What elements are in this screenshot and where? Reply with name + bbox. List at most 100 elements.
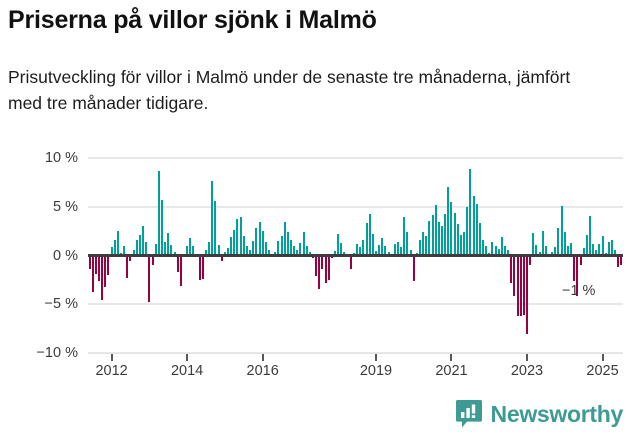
bar [129,255,132,262]
bar [179,255,182,286]
x-tick [186,354,189,361]
bar [151,255,154,266]
bar [170,244,173,256]
bar [98,255,100,281]
bar [403,216,406,256]
y-tick-label: 5 % [53,198,78,215]
x-tick-label: 2025 [586,363,619,379]
bar [107,255,110,275]
bar [94,255,97,275]
gridline [88,205,623,208]
bar [466,206,469,256]
bar [255,228,258,256]
bar [585,235,588,256]
bar-series [88,158,623,353]
last-value-annotation: −1 % [562,283,596,299]
y-axis-labels: 10 % 5 % 0 % −5 % −10 % [0,150,78,361]
bar [142,226,145,256]
bar [176,255,179,273]
bar [400,246,403,256]
bar [217,244,220,256]
gridline [88,157,623,159]
bar-chart-speech-bubble-icon [455,399,483,429]
y-tick-label: 0 % [53,247,78,264]
bar [123,245,126,256]
bar-chart: 10 % 5 % 0 % −5 % −10 % 2012 2014 2016 2019 2021… [0,150,631,390]
bar [387,251,390,256]
bar [371,234,374,256]
bar [450,201,453,256]
bar [573,255,576,281]
bar [503,245,506,256]
bar [299,242,302,256]
bar [337,234,340,256]
bar [198,255,201,280]
bar [519,255,522,316]
page-subtitle: Prisutveckling för villor i Malmö under … [8,67,571,113]
bar [563,232,566,256]
bar [532,233,535,256]
bar [409,249,412,256]
bar [538,251,541,256]
bar [283,222,286,256]
x-tick [601,354,604,361]
bar [324,255,327,283]
x-tick-label: 2023 [510,363,544,379]
bar [277,240,280,256]
x-tick [110,354,113,361]
bar [478,223,481,256]
bar [422,232,425,256]
bar [308,251,311,256]
bar [132,249,135,256]
bar [343,251,346,256]
bar [381,237,384,256]
bar [513,255,516,297]
bar [425,236,428,256]
bar [500,236,503,256]
bar [223,251,226,256]
bar [535,244,538,256]
bar [164,241,167,256]
bar [208,241,211,256]
bar [551,251,554,256]
bar [167,233,170,256]
bar [428,221,431,256]
bar [431,214,434,256]
bar [192,245,195,256]
bar [582,247,585,256]
bar [327,255,330,280]
bar [126,255,129,278]
bar [186,245,189,256]
bar [557,228,560,256]
bar [374,250,377,256]
bar [516,255,519,316]
bar [280,236,283,256]
bar [365,223,368,256]
bar [214,200,217,256]
bar [444,213,447,256]
bar [541,231,544,256]
bar [472,196,475,256]
bar [614,249,617,256]
x-tick-label: 2019 [359,363,393,379]
bar [302,232,305,256]
bar [510,255,513,283]
x-tick-label: 2014 [170,363,204,379]
bar [529,255,532,266]
bar [286,232,289,256]
bar [135,239,138,256]
bar [154,243,157,256]
brand-footer: Newsworthy [455,397,623,431]
bar [267,249,270,256]
bar [236,219,239,256]
bar [201,255,204,279]
y-tick-label: −5 % [44,296,78,313]
bar [116,231,119,256]
bar [264,241,267,256]
bar [419,239,421,256]
bar [245,245,248,256]
bar [570,242,573,256]
bar [396,241,399,256]
bar [475,203,478,256]
bar [261,231,264,256]
